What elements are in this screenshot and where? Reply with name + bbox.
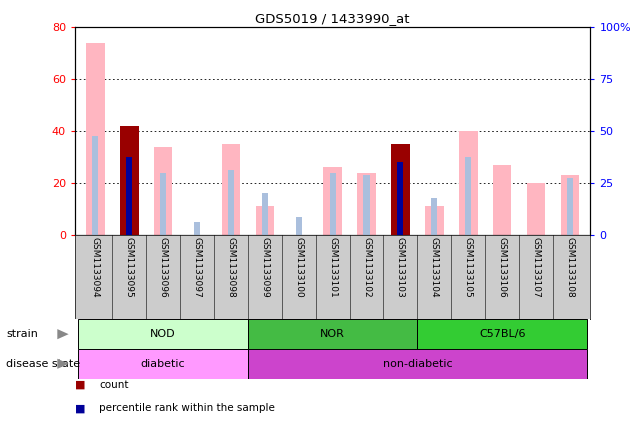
Text: NOD: NOD: [151, 329, 176, 339]
Polygon shape: [57, 329, 69, 339]
Text: count: count: [99, 380, 129, 390]
Bar: [126, 157, 132, 235]
Text: non-diabetic: non-diabetic: [382, 359, 452, 369]
Text: GSM1133104: GSM1133104: [430, 237, 439, 298]
Text: GSM1133108: GSM1133108: [566, 237, 575, 298]
Bar: [160, 173, 166, 235]
Polygon shape: [57, 359, 69, 369]
Bar: [459, 131, 478, 235]
Bar: [126, 173, 132, 235]
Bar: [248, 319, 418, 349]
Title: GDS5019 / 1433990_at: GDS5019 / 1433990_at: [255, 12, 410, 25]
Bar: [295, 217, 302, 235]
Bar: [493, 165, 512, 235]
Bar: [120, 126, 139, 235]
Text: NOR: NOR: [320, 329, 345, 339]
Bar: [86, 43, 105, 235]
Text: GSM1133095: GSM1133095: [125, 237, 134, 298]
Bar: [527, 183, 546, 235]
Bar: [364, 175, 370, 235]
Text: GSM1133100: GSM1133100: [294, 237, 303, 298]
Bar: [222, 144, 240, 235]
Bar: [194, 222, 200, 235]
Bar: [154, 147, 173, 235]
Bar: [92, 136, 98, 235]
Text: GSM1133102: GSM1133102: [362, 237, 371, 298]
Text: disease state: disease state: [6, 359, 81, 369]
Bar: [432, 198, 437, 235]
Bar: [391, 144, 410, 235]
Bar: [398, 165, 403, 235]
Text: C57BL/6: C57BL/6: [479, 329, 525, 339]
Text: GSM1133094: GSM1133094: [91, 237, 100, 298]
Text: GSM1133103: GSM1133103: [396, 237, 405, 298]
Text: GSM1133105: GSM1133105: [464, 237, 472, 298]
Bar: [228, 170, 234, 235]
Bar: [561, 175, 580, 235]
Bar: [418, 319, 587, 349]
Text: GSM1133107: GSM1133107: [532, 237, 541, 298]
Bar: [329, 173, 336, 235]
Text: ■: ■: [75, 380, 86, 390]
Bar: [465, 157, 471, 235]
Bar: [323, 168, 342, 235]
Bar: [567, 178, 573, 235]
Text: ■: ■: [75, 403, 86, 413]
Bar: [78, 349, 248, 379]
Text: GSM1133096: GSM1133096: [159, 237, 168, 298]
Bar: [391, 144, 410, 235]
Bar: [256, 206, 274, 235]
Text: GSM1133097: GSM1133097: [193, 237, 202, 298]
Text: diabetic: diabetic: [141, 359, 185, 369]
Bar: [78, 319, 248, 349]
Bar: [425, 206, 444, 235]
Bar: [398, 162, 403, 235]
Text: GSM1133099: GSM1133099: [260, 237, 270, 298]
Text: GSM1133098: GSM1133098: [226, 237, 236, 298]
Bar: [248, 349, 587, 379]
Bar: [357, 173, 376, 235]
Text: strain: strain: [6, 329, 38, 339]
Text: GSM1133106: GSM1133106: [498, 237, 507, 298]
Bar: [262, 193, 268, 235]
Text: percentile rank within the sample: percentile rank within the sample: [99, 403, 275, 413]
Text: GSM1133101: GSM1133101: [328, 237, 337, 298]
Bar: [120, 126, 139, 235]
